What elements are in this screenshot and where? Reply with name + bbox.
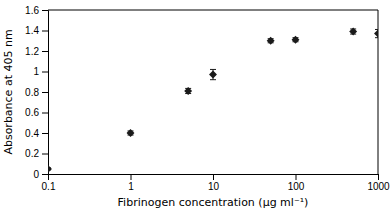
tick-label: 1.4 bbox=[25, 25, 39, 36]
tick-label: 10 bbox=[208, 181, 220, 192]
tick: 0.1 bbox=[42, 174, 56, 192]
frame bbox=[48, 10, 378, 11]
tick: 0 bbox=[33, 169, 48, 180]
tick: 1.4 bbox=[25, 25, 48, 36]
plot: 0.1 1 10 100 1000 0 0.2 0.4 0.6 0.8 1 1.2 1.4 1.6 bbox=[25, 5, 390, 192]
y-axis-title: Absorbance at 405 nm bbox=[2, 29, 15, 154]
point bbox=[184, 87, 192, 95]
tick-label: 1 bbox=[33, 66, 39, 77]
tick: 1000 bbox=[367, 174, 390, 192]
y-axis: 0 0.2 0.4 0.6 0.8 1 1.2 1.4 1.6 bbox=[25, 5, 48, 180]
point bbox=[267, 37, 275, 45]
tick: 1.2 bbox=[25, 46, 48, 57]
point bbox=[374, 30, 378, 38]
chart: 0.1 1 10 100 1000 0 0.2 0.4 0.6 0.8 1 1.2 1.4 1.6 Fibr… bbox=[0, 0, 392, 212]
tick-label: 0.8 bbox=[25, 87, 39, 98]
error-bar bbox=[210, 69, 216, 79]
tick: 1 bbox=[128, 174, 134, 192]
tick-mark bbox=[42, 154, 48, 155]
point bbox=[209, 71, 217, 79]
point bbox=[292, 36, 300, 44]
tick-mark bbox=[42, 51, 48, 52]
x-axis-title: Fibrinogen concentration (μg ml⁻¹) bbox=[118, 196, 309, 209]
axis-line bbox=[42, 11, 49, 175]
point bbox=[349, 28, 357, 36]
tick-label: 0.4 bbox=[25, 128, 39, 139]
tick-mark bbox=[131, 174, 132, 180]
tick: 10 bbox=[208, 174, 220, 192]
tick-label: 1.2 bbox=[25, 46, 39, 57]
point bbox=[48, 165, 52, 173]
tick-label: 1.6 bbox=[25, 5, 39, 16]
point bbox=[127, 129, 135, 137]
tick-mark bbox=[42, 10, 48, 11]
tick: 1 bbox=[33, 66, 48, 77]
tick: 1.6 bbox=[25, 5, 48, 16]
error-bar bbox=[375, 29, 378, 37]
tick: 0.2 bbox=[25, 148, 48, 159]
tick-mark bbox=[213, 174, 214, 180]
tick: 0.8 bbox=[25, 87, 48, 98]
tick: 0.4 bbox=[25, 128, 48, 139]
tick: 100 bbox=[288, 174, 305, 192]
tick-label: 0.1 bbox=[42, 181, 56, 192]
tick-mark bbox=[296, 174, 297, 180]
tick-label: 100 bbox=[288, 181, 305, 192]
tick-mark bbox=[42, 133, 48, 134]
tick: 0.6 bbox=[25, 107, 48, 118]
marks bbox=[48, 28, 378, 173]
tick-label: 1 bbox=[128, 181, 134, 192]
tick-mark bbox=[42, 72, 48, 73]
tick-label: 0.6 bbox=[25, 107, 39, 118]
tick-mark bbox=[42, 174, 48, 175]
tick-label: 0 bbox=[33, 169, 39, 180]
axis-line bbox=[49, 175, 379, 181]
tick-label: 1000 bbox=[367, 181, 390, 192]
x-axis: 0.1 1 10 100 1000 bbox=[42, 174, 391, 192]
tick-mark bbox=[378, 174, 379, 180]
tick-mark bbox=[42, 113, 48, 114]
tick-mark bbox=[42, 92, 48, 93]
tick-mark bbox=[42, 31, 48, 32]
tick-label: 0.2 bbox=[25, 148, 39, 159]
